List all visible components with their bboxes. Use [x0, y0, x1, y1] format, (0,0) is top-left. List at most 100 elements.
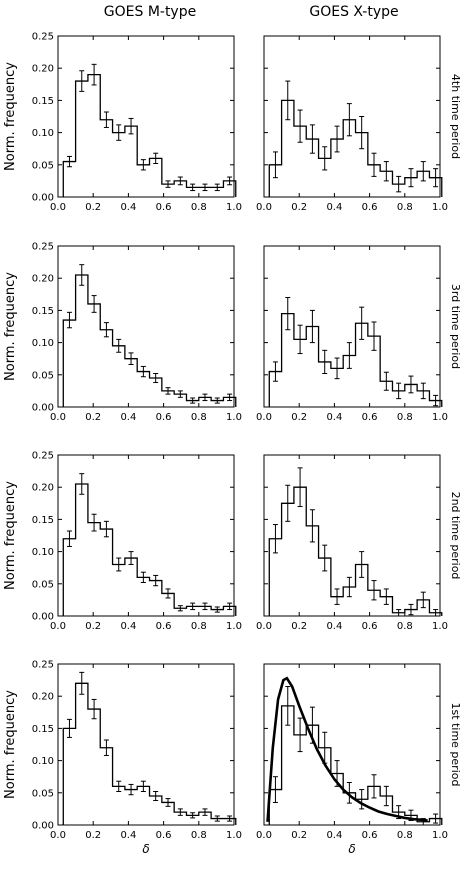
p5-xtick-label: 0.4 — [326, 621, 342, 632]
p0-xtick-label: 0.4 — [120, 202, 136, 213]
p0-ytick-label: 0.20 — [32, 64, 54, 75]
p5-histogram — [268, 486, 443, 616]
p4-ytick-label: 0.20 — [32, 483, 54, 494]
p4-xtick-label: 0.6 — [156, 621, 172, 632]
p6-frame — [57, 663, 235, 826]
p4-xtick-label: 0.8 — [191, 621, 207, 632]
p3-row-label: 3rd time period — [449, 284, 462, 369]
p5-xtick-label: 0.2 — [291, 621, 307, 632]
p7-frame — [263, 663, 441, 826]
p0-ytick-label: 0.10 — [32, 128, 54, 139]
p0-ytick-label: 0.25 — [32, 32, 54, 43]
p2-ytick-label: 0.15 — [32, 306, 54, 317]
p6-xtick-label: 0.8 — [191, 830, 207, 841]
p4-xtick-label: 0.4 — [120, 621, 136, 632]
p7-row-label: 1st time period — [449, 703, 462, 787]
p4-xtick-label: 1.0 — [226, 621, 242, 632]
column-title-m: GOES M-type — [103, 4, 197, 20]
p2-histogram — [62, 274, 237, 407]
p6-xtick-label: 0.0 — [50, 830, 66, 841]
p3-xtick-label: 0.4 — [326, 412, 342, 423]
p7-xtick-label: 0.8 — [397, 830, 413, 841]
p7-xtick-label: 0.2 — [291, 830, 307, 841]
p7-xtick-label: 0.4 — [326, 830, 342, 841]
p2-xtick-label: 1.0 — [226, 412, 242, 423]
p1-frame — [263, 35, 441, 198]
p0-ylabel: Norm. frequency — [3, 62, 18, 171]
p4-xtick-label: 0.2 — [85, 621, 101, 632]
p0-xtick-label: 0.8 — [191, 202, 207, 213]
p4-ytick-label: 0.00 — [32, 612, 54, 623]
p2-xtick-label: 0.2 — [85, 412, 101, 423]
p6-xtick-label: 1.0 — [226, 830, 242, 841]
p0-ytick-label: 0.00 — [32, 193, 54, 204]
p3-xtick-label: 1.0 — [432, 412, 448, 423]
p4-ytick-label: 0.25 — [32, 451, 54, 462]
p6-ytick-label: 0.05 — [32, 788, 54, 799]
p6-ylabel: Norm. frequency — [3, 690, 18, 799]
p4-xtick-label: 0.0 — [50, 621, 66, 632]
p7-histogram — [268, 705, 443, 825]
p4-ytick-label: 0.05 — [32, 579, 54, 590]
p2-ytick-label: 0.00 — [32, 403, 54, 414]
p5-frame — [263, 454, 441, 617]
p0-frame — [57, 35, 235, 198]
p0-xtick-label: 0.0 — [50, 202, 66, 213]
p2-xtick-label: 0.8 — [191, 412, 207, 423]
p3-xtick-label: 0.2 — [291, 412, 307, 423]
p0-xtick-label: 0.6 — [156, 202, 172, 213]
p4-ytick-label: 0.10 — [32, 547, 54, 558]
p2-xtick-label: 0.0 — [50, 412, 66, 423]
p3-xtick-label: 0.6 — [362, 412, 378, 423]
p5-xtick-label: 0.6 — [362, 621, 378, 632]
p1-xtick-label: 0.2 — [291, 202, 307, 213]
p1-xtick-label: 0.0 — [256, 202, 272, 213]
p6-ytick-label: 0.20 — [32, 692, 54, 703]
p3-xtick-label: 0.8 — [397, 412, 413, 423]
p6-xtick-label: 0.6 — [156, 830, 172, 841]
p1-xtick-label: 1.0 — [432, 202, 448, 213]
p1-xtick-label: 0.6 — [362, 202, 378, 213]
p7-xtick-label: 1.0 — [432, 830, 448, 841]
p5-row-label: 2nd time period — [449, 492, 462, 580]
p0-xtick-label: 1.0 — [226, 202, 242, 213]
p0-ytick-label: 0.15 — [32, 96, 54, 107]
p6-ytick-label: 0.00 — [32, 821, 54, 832]
p2-frame — [57, 245, 235, 408]
p5-xtick-label: 1.0 — [432, 621, 448, 632]
p6-xtick-label: 0.2 — [85, 830, 101, 841]
p6-xtick-label: 0.4 — [120, 830, 136, 841]
p5-xtick-label: 0.8 — [397, 621, 413, 632]
p6-ytick-label: 0.10 — [32, 756, 54, 767]
p3-histogram — [268, 312, 443, 407]
p2-ytick-label: 0.20 — [32, 274, 54, 285]
p1-histogram — [268, 99, 443, 197]
p7-xtick-label: 0.6 — [362, 830, 378, 841]
p6-histogram — [62, 682, 237, 825]
p2-ytick-label: 0.10 — [32, 338, 54, 349]
p2-xtick-label: 0.4 — [120, 412, 136, 423]
p3-frame — [263, 245, 441, 408]
p0-ytick-label: 0.05 — [32, 160, 54, 171]
p1-xtick-label: 0.8 — [397, 202, 413, 213]
p6-ytick-label: 0.15 — [32, 724, 54, 735]
p3-xtick-label: 0.0 — [256, 412, 272, 423]
p7-fit-curve — [266, 676, 428, 822]
p1-row-label: 4th time period — [449, 74, 462, 159]
p6-xlabel: δ — [142, 842, 149, 856]
column-title-x: GOES X-type — [309, 4, 399, 20]
p0-histogram — [62, 73, 237, 197]
p4-histogram — [62, 483, 237, 616]
p6-ytick-label: 0.25 — [32, 660, 54, 671]
p2-xtick-label: 0.6 — [156, 412, 172, 423]
p0-xtick-label: 0.2 — [85, 202, 101, 213]
p7-xtick-label: 0.0 — [256, 830, 272, 841]
p5-xtick-label: 0.0 — [256, 621, 272, 632]
p7-xlabel: δ — [348, 842, 355, 856]
p4-frame — [57, 454, 235, 617]
p2-ytick-label: 0.05 — [32, 370, 54, 381]
p4-ylabel: Norm. frequency — [3, 481, 18, 590]
p1-xtick-label: 0.4 — [326, 202, 342, 213]
p4-ytick-label: 0.15 — [32, 515, 54, 526]
